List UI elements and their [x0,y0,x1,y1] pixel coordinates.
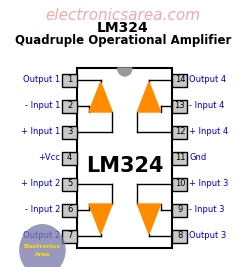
Text: 9: 9 [177,206,183,214]
Text: + Input 1: + Input 1 [21,128,60,136]
Text: LM324: LM324 [86,156,164,176]
Text: 3: 3 [67,128,72,136]
Text: - Input 4: - Input 4 [189,101,225,111]
Text: Output 2: Output 2 [23,231,60,241]
Bar [172,203,187,217]
Bar [172,151,187,164]
Text: 14: 14 [175,76,185,84]
Text: - Input 3: - Input 3 [189,206,225,214]
Text: 10: 10 [175,179,185,189]
Text: +Vcc: +Vcc [38,154,60,163]
Text: 6: 6 [67,206,72,214]
Bar [62,230,77,242]
Bar [172,230,187,242]
Bar [62,151,77,164]
Text: - Input 2: - Input 2 [25,206,60,214]
Bar [172,178,187,190]
Bar [62,178,77,190]
Bar [172,100,187,112]
Polygon shape [89,82,112,112]
Text: Gnd: Gnd [189,154,206,163]
Bar [172,125,187,139]
Circle shape [19,224,66,267]
Text: Output 4: Output 4 [189,76,226,84]
Wedge shape [118,68,132,76]
Polygon shape [89,204,112,234]
Text: LM324: LM324 [97,21,149,35]
Text: + Input 3: + Input 3 [189,179,229,189]
Text: 12: 12 [175,128,185,136]
Bar [62,203,77,217]
Bar [62,125,77,139]
Text: 2: 2 [67,101,72,111]
Text: 4: 4 [67,154,72,163]
Text: 7: 7 [67,231,72,241]
Text: Quadruple Operational Amplifier: Quadruple Operational Amplifier [15,34,231,47]
Bar [62,73,77,87]
Bar [62,100,77,112]
Text: 1: 1 [67,76,72,84]
Text: 13: 13 [175,101,185,111]
Polygon shape [137,82,161,112]
Text: Output 1: Output 1 [23,76,60,84]
Text: + Input 2: + Input 2 [21,179,60,189]
Text: - Input 1: - Input 1 [25,101,60,111]
Text: 8: 8 [177,231,183,241]
Polygon shape [137,204,161,234]
Text: 5: 5 [67,179,72,189]
Text: electronicsarea.com: electronicsarea.com [46,8,200,23]
Text: + Input 4: + Input 4 [189,128,229,136]
Text: Output 3: Output 3 [189,231,227,241]
Text: Area: Area [35,252,50,257]
Text: 11: 11 [175,154,185,163]
Bar [172,73,187,87]
Text: Electronics: Electronics [24,245,61,249]
Bar [77,68,172,248]
